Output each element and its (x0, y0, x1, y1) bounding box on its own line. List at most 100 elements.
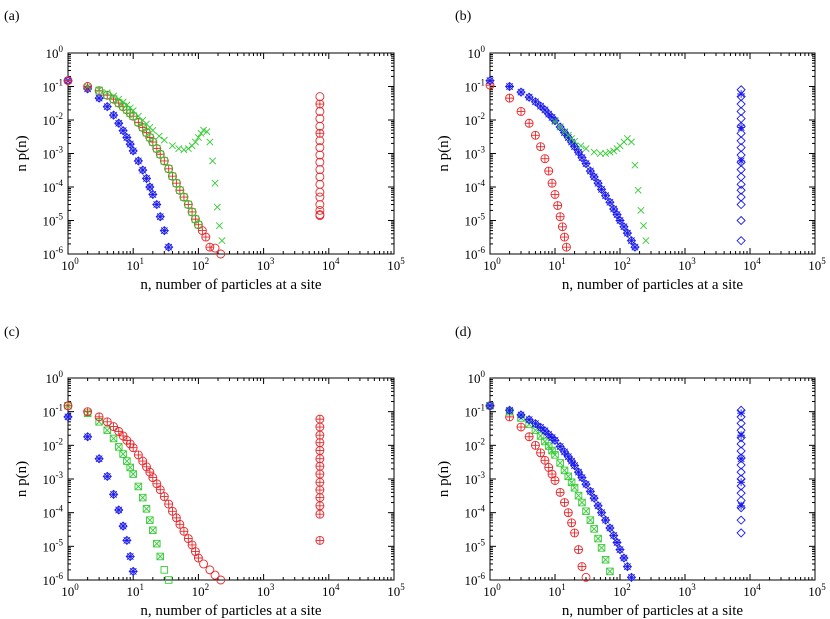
data-point-plus (562, 243, 571, 252)
data-point-plus (315, 415, 324, 424)
data-point-star (609, 205, 618, 214)
data-point-x (571, 484, 579, 492)
data-point-circle (133, 117, 143, 127)
data-point-circle (574, 545, 583, 555)
data-point-star (627, 573, 636, 582)
series-0 (485, 401, 587, 572)
data-point-star (570, 142, 579, 151)
data-point-star (122, 133, 131, 142)
data-point-diamond (108, 489, 119, 499)
data-point-diamond (622, 561, 633, 572)
data-point-diamond (555, 122, 565, 132)
data-point-circle (63, 76, 73, 86)
data-point-plus (536, 142, 545, 151)
data-point-circle (83, 82, 93, 91)
data-point-plus (205, 243, 214, 252)
data-point-square (582, 507, 590, 516)
data-point-x (197, 129, 205, 137)
data-point-plus (544, 167, 553, 176)
data-point-diamond (122, 535, 132, 546)
data-point-diamond (600, 191, 611, 201)
data-point-circle (159, 492, 169, 502)
x-tick-label: 103 (678, 256, 696, 273)
data-point-diamond (596, 508, 607, 518)
data-point-circle (63, 401, 73, 411)
data-point-plus (315, 438, 324, 447)
panel-d: (d) 100 101 102 103 104 105 100 10-1 10-2 10-3 10-4… (436, 325, 826, 619)
data-point-plus (315, 486, 324, 495)
y-axis-label: n p(n) (436, 135, 452, 171)
data-point-circle (540, 455, 550, 465)
data-point-star (551, 436, 559, 445)
data-point-circle (524, 118, 534, 128)
y-axis-label: n p(n) (436, 461, 452, 497)
data-point-square (114, 443, 123, 451)
x-tick-label: 100 (61, 582, 79, 599)
y-tick-label: 10-3 (465, 145, 486, 162)
y-tick-label: 10-3 (43, 145, 64, 162)
data-point-x (602, 149, 610, 158)
data-point-square (129, 470, 137, 478)
data-point-diamond (736, 439, 746, 449)
data-point-plus (560, 498, 569, 507)
panel-b: (b) 100 101 102 103 104 105 100 10-1 10-2 10-3 10-4… (436, 9, 826, 293)
data-point-plus (103, 417, 112, 426)
data-point-star (627, 236, 636, 245)
data-point-circle (561, 242, 571, 252)
data-point-square (156, 552, 165, 561)
y-axis-label: n p(n) (14, 135, 30, 171)
y-tick-label: 10-1 (43, 78, 64, 95)
data-point-diamond (485, 401, 495, 411)
data-point-diamond (516, 410, 526, 420)
data-point-circle (210, 243, 220, 253)
data-point-plus (570, 528, 579, 537)
panel-label: (b) (455, 9, 472, 24)
data-point-star (134, 156, 143, 165)
data-point-star (737, 409, 746, 418)
data-point-diamond (736, 515, 746, 525)
data-point-x (541, 437, 549, 446)
data-point-square (134, 482, 143, 491)
data-point-star (605, 524, 614, 533)
data-point-circle (315, 179, 325, 189)
data-point-x (194, 133, 202, 142)
data-point-circle (547, 178, 557, 188)
data-point-circle (109, 422, 119, 432)
data-point-circle (216, 575, 226, 585)
x-axis-label: n, number of particles at a site (562, 603, 744, 619)
data-point-plus (188, 207, 197, 216)
data-point-x (153, 540, 161, 548)
data-point-diamond (82, 432, 93, 442)
data-point-plus (156, 485, 165, 494)
data-point-star (586, 487, 595, 496)
series-1 (581, 572, 591, 582)
data-point-square (134, 118, 143, 127)
data-point-plus (172, 179, 181, 188)
data-point-square (560, 466, 569, 475)
data-point-star (525, 415, 534, 424)
data-point-star (544, 110, 553, 119)
data-point-star (616, 216, 624, 225)
data-point-star (142, 174, 151, 183)
data-point-star (152, 200, 161, 209)
data-point-star (129, 567, 138, 576)
data-point-diamond (736, 432, 746, 443)
data-point-x (191, 138, 199, 146)
data-point-diamond (128, 146, 138, 156)
data-point-x (606, 567, 614, 575)
data-point-star (560, 447, 569, 456)
data-point-diamond (585, 166, 596, 176)
data-point-star (540, 105, 549, 114)
data-point-plus (64, 76, 72, 85)
data-point-circle (550, 189, 560, 199)
data-point-plus (315, 423, 324, 432)
data-point-plus (64, 401, 72, 410)
data-point-diamond (736, 164, 746, 175)
data-point-plus (315, 510, 324, 519)
data-point-diamond (128, 566, 138, 577)
data-point-circle (567, 518, 577, 528)
data-point-star (737, 156, 746, 165)
data-point-circle (516, 422, 526, 432)
x-tick-label: 104 (743, 256, 761, 273)
data-point-plus (315, 446, 324, 455)
